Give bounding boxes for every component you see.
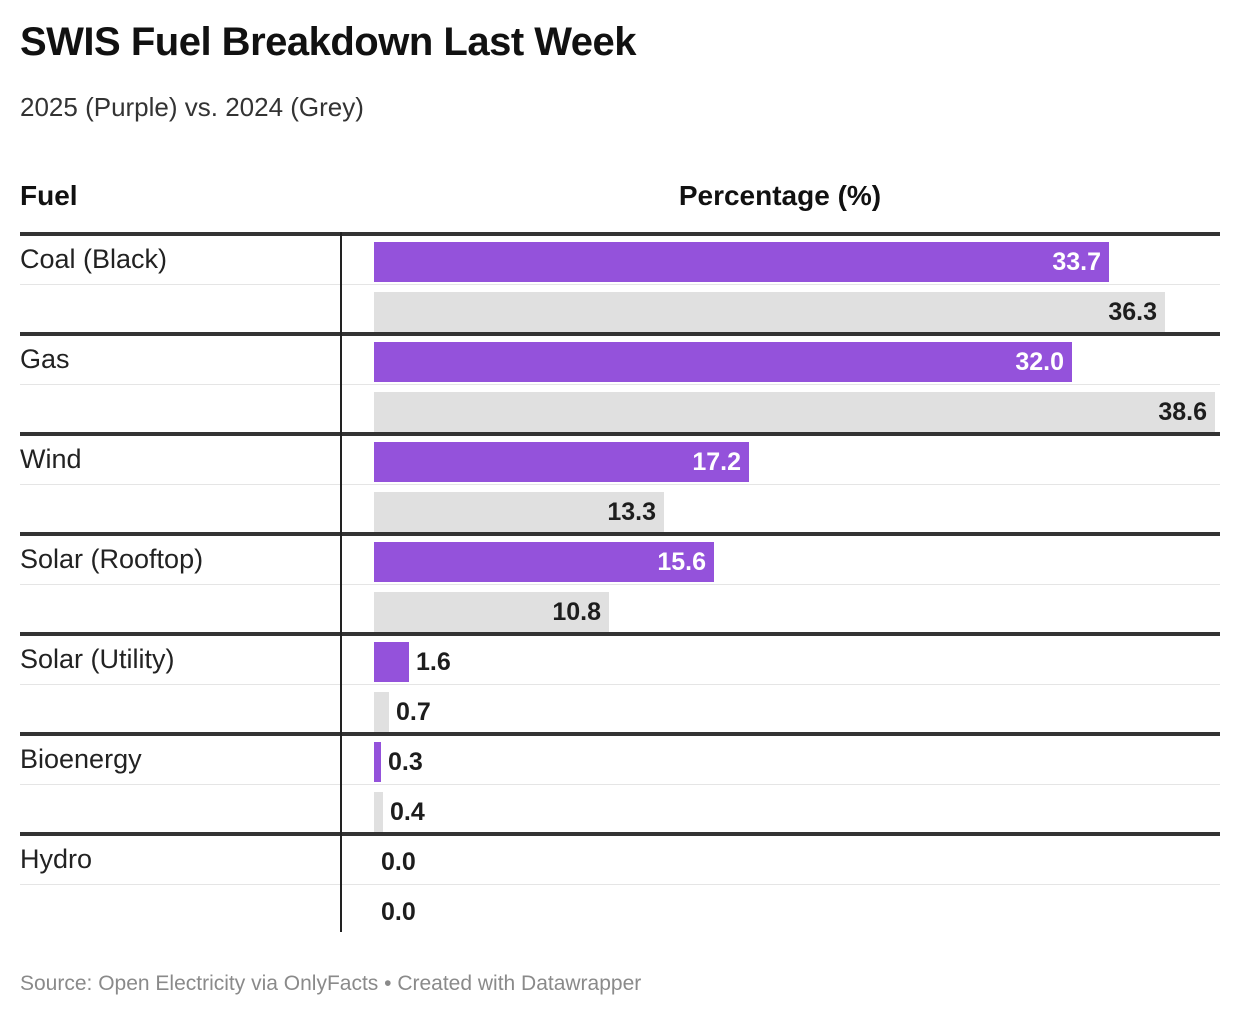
bar-y2025 (374, 342, 1072, 382)
value-label: 0.0 (381, 848, 416, 876)
value-label: 33.7 (1052, 248, 1101, 276)
value-label: 13.3 (607, 498, 656, 526)
source-footer: Source: Open Electricity via OnlyFacts •… (20, 972, 642, 995)
value-label: 0.7 (396, 698, 431, 726)
bar-y2024 (374, 692, 389, 732)
value-label: 10.8 (552, 598, 601, 626)
bar-y2025 (374, 442, 749, 482)
value-label: 1.6 (416, 648, 451, 676)
value-label: 36.3 (1108, 298, 1157, 326)
bar-y2025 (374, 742, 381, 782)
table-row: 13.3 (20, 486, 1220, 535)
fuel-label: Wind (20, 444, 82, 474)
bar-y2024 (374, 392, 1215, 432)
fuel-group: Gas 32.0 38.6 (20, 332, 1220, 435)
fuel-group: Wind 17.2 13.3 (20, 432, 1220, 535)
value-label: 38.6 (1158, 398, 1207, 426)
value-label: 17.2 (692, 448, 741, 476)
table-row: Solar (Rooftop) 15.6 (20, 536, 1220, 585)
bar-y2025 (374, 642, 409, 682)
column-divider (340, 232, 342, 932)
fuel-group: Bioenergy 0.3 0.4 (20, 732, 1220, 835)
table-row: Solar (Utility) 1.6 (20, 636, 1220, 685)
bar-y2024 (374, 592, 609, 632)
value-label: 0.4 (390, 798, 425, 826)
table-row: Hydro 0.0 (20, 836, 1220, 885)
fuel-table: Coal (Black) 33.7 36.3 Gas 32.0 38.6 Wind 17.2 1… (20, 232, 1220, 932)
fuel-label: Gas (20, 344, 70, 374)
chart-title: SWIS Fuel Breakdown Last Week (20, 20, 637, 64)
table-row: Bioenergy 0.3 (20, 736, 1220, 785)
table-row: 36.3 (20, 286, 1220, 335)
bar-y2024 (374, 492, 664, 532)
chart-subtitle: 2025 (Purple) vs. 2024 (Grey) (20, 92, 364, 122)
table-row: 10.8 (20, 586, 1220, 635)
bar-y2025 (374, 542, 714, 582)
table-row: 0.7 (20, 686, 1220, 735)
table-row: 0.4 (20, 786, 1220, 835)
table-row: Coal (Black) 33.7 (20, 236, 1220, 285)
table-row: Gas 32.0 (20, 336, 1220, 385)
value-label: 0.0 (381, 898, 416, 926)
fuel-group: Hydro 0.0 0.0 (20, 832, 1220, 932)
bar-y2024 (374, 792, 383, 832)
bar-y2024 (374, 292, 1165, 332)
table-row: 0.0 (20, 886, 1220, 934)
value-label: 32.0 (1015, 348, 1064, 376)
table-row: Wind 17.2 (20, 436, 1220, 485)
value-label: 0.3 (388, 748, 423, 776)
fuel-label: Bioenergy (20, 744, 142, 774)
fuel-label: Hydro (20, 844, 93, 874)
fuel-group: Solar (Utility) 1.6 0.7 (20, 632, 1220, 735)
fuel-group: Coal (Black) 33.7 36.3 (20, 232, 1220, 335)
table-row: 38.6 (20, 386, 1220, 435)
value-label: 15.6 (657, 548, 706, 576)
bar-y2025 (374, 242, 1109, 282)
fuel-label: Solar (Utility) (20, 644, 175, 674)
fuel-column-header: Fuel (20, 180, 78, 211)
fuel-label: Solar (Rooftop) (20, 544, 204, 574)
percentage-column-header: Percentage (%) (678, 180, 882, 211)
fuel-label: Coal (Black) (20, 244, 168, 274)
fuel-group: Solar (Rooftop) 15.6 10.8 (20, 532, 1220, 635)
